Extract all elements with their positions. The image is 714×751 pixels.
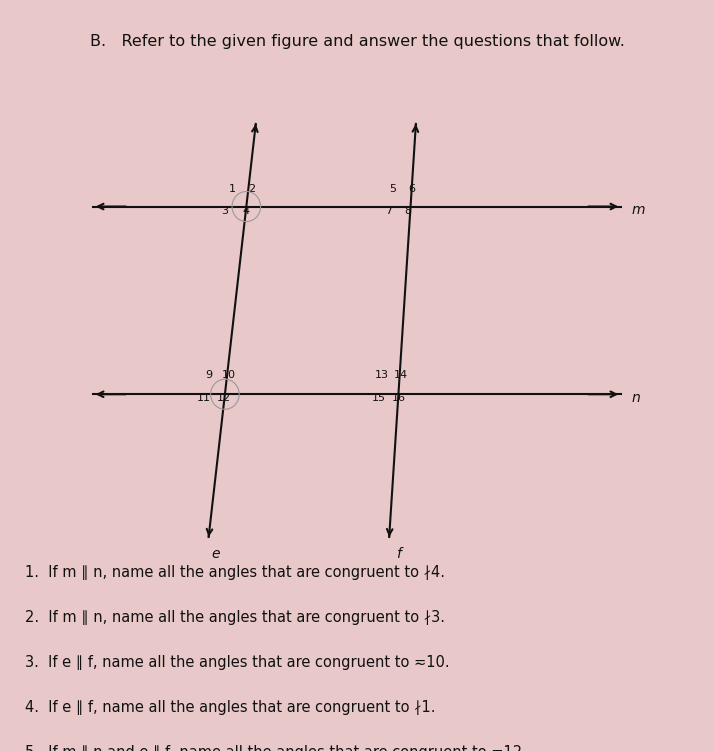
Text: 8: 8 (404, 206, 411, 216)
Text: 3: 3 (221, 206, 228, 216)
Text: 5: 5 (389, 183, 396, 194)
Text: n: n (632, 391, 640, 405)
Text: 5.  If m ∥ n and e ∥ f, name all the angles that are congruent to ≂12.: 5. If m ∥ n and e ∥ f, name all the angl… (25, 745, 527, 751)
Text: 12: 12 (217, 393, 231, 403)
Text: 14: 14 (394, 370, 408, 381)
Text: B.   Refer to the given figure and answer the questions that follow.: B. Refer to the given figure and answer … (89, 34, 625, 49)
Text: 15: 15 (371, 393, 386, 403)
Text: f: f (396, 547, 401, 561)
Text: 3.  If e ∥ f, name all the angles that are congruent to ≂10.: 3. If e ∥ f, name all the angles that ar… (25, 655, 450, 670)
Text: 2: 2 (248, 183, 256, 194)
Text: 1: 1 (229, 183, 236, 194)
Text: 13: 13 (375, 370, 389, 381)
Text: 11: 11 (196, 393, 211, 403)
Text: 2.  If m ∥ n, name all the angles that are congruent to ∤3.: 2. If m ∥ n, name all the angles that ar… (25, 610, 445, 625)
Text: 6: 6 (408, 183, 416, 194)
Text: 16: 16 (391, 393, 406, 403)
Text: 4.  If e ∥ f, name all the angles that are congruent to ∤1.: 4. If e ∥ f, name all the angles that ar… (25, 700, 436, 715)
Text: 9: 9 (205, 370, 212, 381)
Text: e: e (211, 547, 220, 561)
Text: 7: 7 (385, 206, 392, 216)
Text: 1.  If m ∥ n, name all the angles that are congruent to ∤4.: 1. If m ∥ n, name all the angles that ar… (25, 565, 445, 580)
Text: m: m (632, 204, 645, 217)
Text: 10: 10 (221, 370, 236, 381)
Text: 4: 4 (243, 206, 250, 216)
